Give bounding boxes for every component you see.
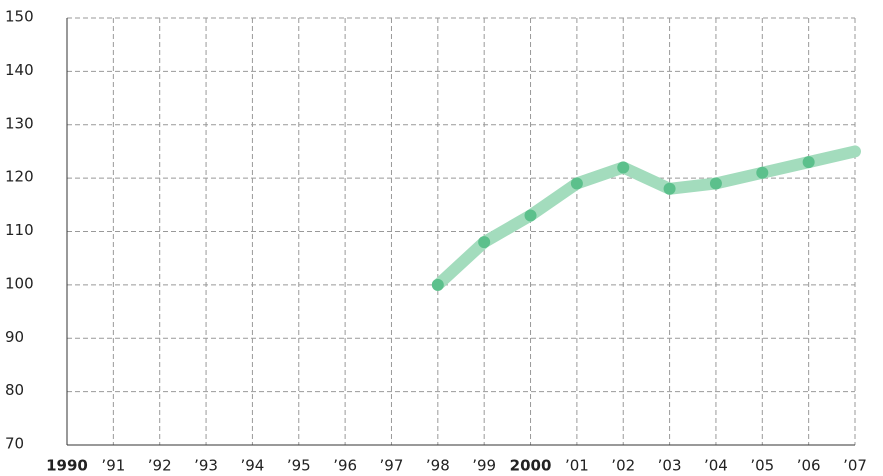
y-tick-label: 110 <box>5 221 34 239</box>
x-tick-label: ’02 <box>611 457 635 475</box>
x-tick-label: ’03 <box>658 457 682 475</box>
data-point <box>756 166 769 179</box>
y-tick-label: 90 <box>5 328 24 346</box>
x-tick-label: ’96 <box>333 457 357 475</box>
y-tick-label: 100 <box>5 274 34 292</box>
x-tick-label: ’06 <box>797 457 821 475</box>
data-point <box>524 209 537 222</box>
x-tick-label: ’07 <box>843 457 867 475</box>
x-tick-label: ’97 <box>380 457 404 475</box>
data-point <box>570 177 583 190</box>
x-tick-label: ’04 <box>704 457 728 475</box>
series-line <box>431 145 861 291</box>
x-tick-label: ’05 <box>750 457 774 475</box>
x-tick-label: ’93 <box>194 457 218 475</box>
x-tick-label: ’98 <box>426 457 450 475</box>
y-tick-label: 150 <box>5 8 34 26</box>
y-tick-label: 130 <box>5 114 34 132</box>
x-tick-label: ’91 <box>101 457 125 475</box>
data-point <box>663 182 676 195</box>
data-point <box>617 161 630 174</box>
y-tick-label: 120 <box>5 168 34 186</box>
data-point <box>802 156 815 169</box>
x-tick-label: ’95 <box>287 457 311 475</box>
x-tick-label: ’94 <box>240 457 264 475</box>
data-point <box>431 278 444 291</box>
y-tick-label: 80 <box>5 381 24 399</box>
data-point <box>709 177 722 190</box>
x-tick-label: ’92 <box>148 457 172 475</box>
x-tick-label: ’01 <box>565 457 589 475</box>
x-tick-label: 1990 <box>46 457 88 475</box>
x-tick-label: 2000 <box>510 457 552 475</box>
x-tick-label: ’99 <box>472 457 496 475</box>
y-tick-label: 70 <box>5 435 24 453</box>
y-tick-label: 140 <box>5 61 34 79</box>
data-point <box>478 236 491 249</box>
